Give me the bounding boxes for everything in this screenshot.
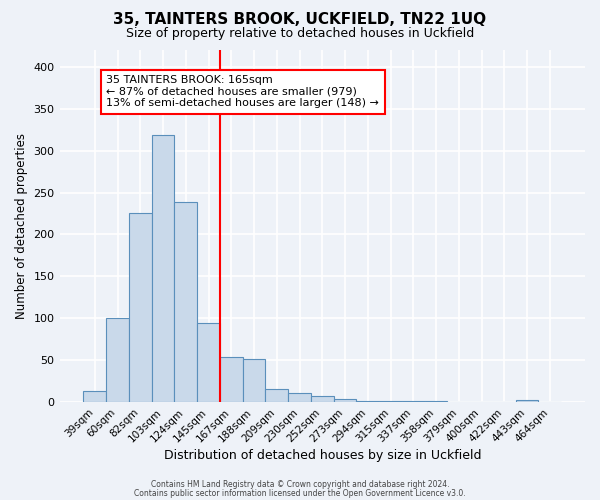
- Bar: [175, 202, 197, 402]
- Bar: [288, 393, 311, 402]
- Text: Contains public sector information licensed under the Open Government Licence v3: Contains public sector information licen…: [134, 488, 466, 498]
- Bar: [220, 357, 242, 402]
- Bar: [311, 396, 334, 402]
- Text: Size of property relative to detached houses in Uckfield: Size of property relative to detached ho…: [126, 28, 474, 40]
- Bar: [356, 400, 379, 402]
- Y-axis label: Number of detached properties: Number of detached properties: [15, 133, 28, 319]
- Bar: [83, 392, 106, 402]
- Bar: [152, 134, 175, 402]
- X-axis label: Distribution of detached houses by size in Uckfield: Distribution of detached houses by size …: [164, 450, 481, 462]
- Bar: [334, 399, 356, 402]
- Bar: [515, 400, 538, 402]
- Text: 35 TAINTERS BROOK: 165sqm
← 87% of detached houses are smaller (979)
13% of semi: 35 TAINTERS BROOK: 165sqm ← 87% of detac…: [106, 75, 379, 108]
- Bar: [242, 360, 265, 402]
- Bar: [106, 318, 129, 402]
- Text: Contains HM Land Registry data © Crown copyright and database right 2024.: Contains HM Land Registry data © Crown c…: [151, 480, 449, 489]
- Bar: [129, 212, 152, 402]
- Text: 35, TAINTERS BROOK, UCKFIELD, TN22 1UQ: 35, TAINTERS BROOK, UCKFIELD, TN22 1UQ: [113, 12, 487, 28]
- Bar: [197, 322, 220, 402]
- Bar: [265, 389, 288, 402]
